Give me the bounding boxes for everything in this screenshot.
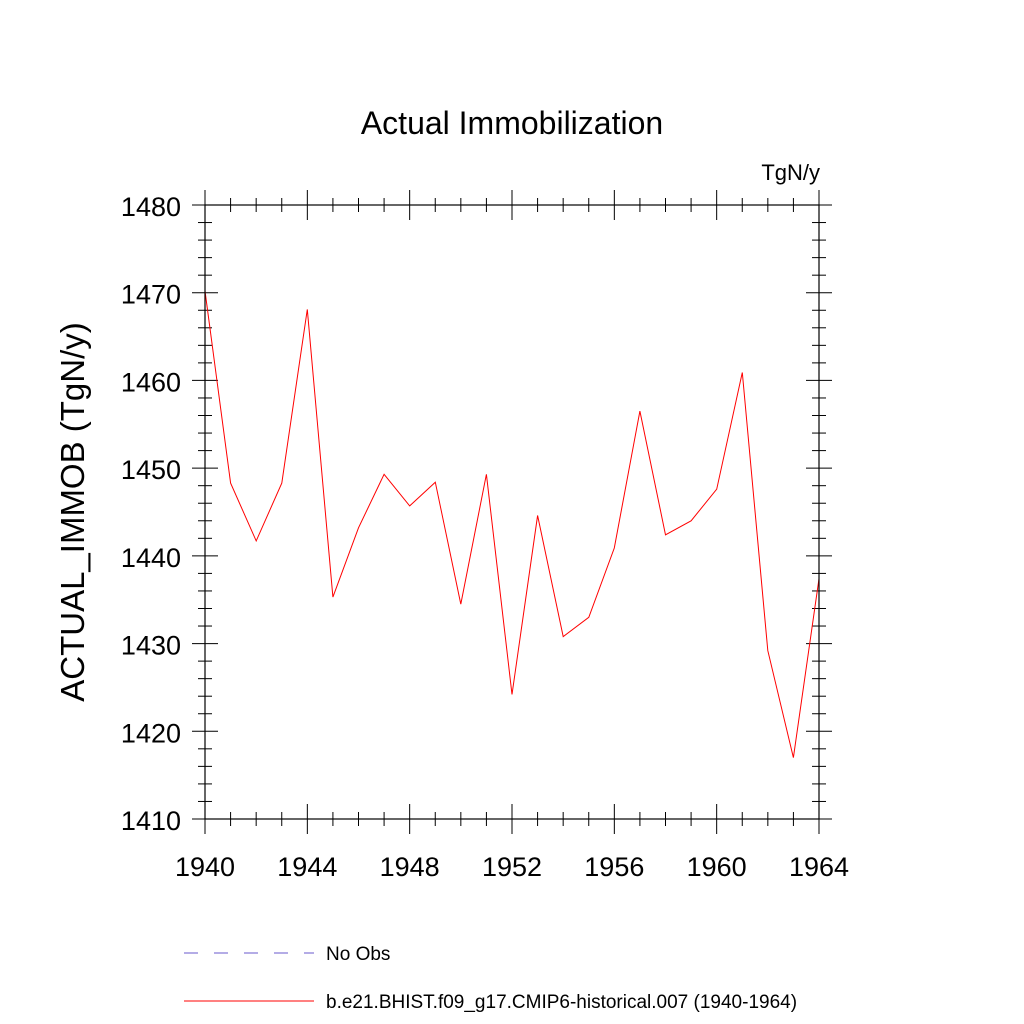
chart-title: Actual Immobilization	[361, 105, 663, 141]
y-tick-label: 1420	[121, 718, 181, 748]
series-line	[204, 290, 820, 758]
y-tick-label: 1450	[121, 455, 181, 485]
y-tick-label: 1440	[121, 543, 181, 573]
legend: No Obs b.e21.BHIST.f09_g17.CMIP6-historic…	[184, 944, 797, 1013]
legend-label: No Obs	[326, 944, 390, 965]
series-layer	[204, 290, 820, 758]
x-tick-label: 1948	[380, 852, 440, 882]
y-tick-label: 1480	[121, 192, 181, 222]
x-tick-label: 1940	[175, 852, 235, 882]
x-tick-label: 1956	[584, 852, 644, 882]
x-tick-label: 1944	[277, 852, 337, 882]
x-tick-label: 1960	[687, 852, 747, 882]
axis-ticks: 1410 1420 1430 1440 1450 1460 1470 1480 1940 1944…	[121, 190, 849, 882]
units-label: TgN/y	[761, 160, 820, 185]
y-tick-label: 1470	[121, 280, 181, 310]
x-tick-label: 1964	[789, 852, 849, 882]
y-tick-label: 1430	[121, 631, 181, 661]
y-tick-label: 1460	[121, 367, 181, 397]
legend-label: b.e21.BHIST.f09_g17.CMIP6-historical.007…	[326, 992, 797, 1013]
y-tick-label: 1410	[121, 806, 181, 836]
x-tick-label: 1952	[482, 852, 542, 882]
plot-frame	[204, 204, 820, 820]
y-axis-label: ACTUAL_IMMOB (TgN/y)	[54, 322, 91, 702]
